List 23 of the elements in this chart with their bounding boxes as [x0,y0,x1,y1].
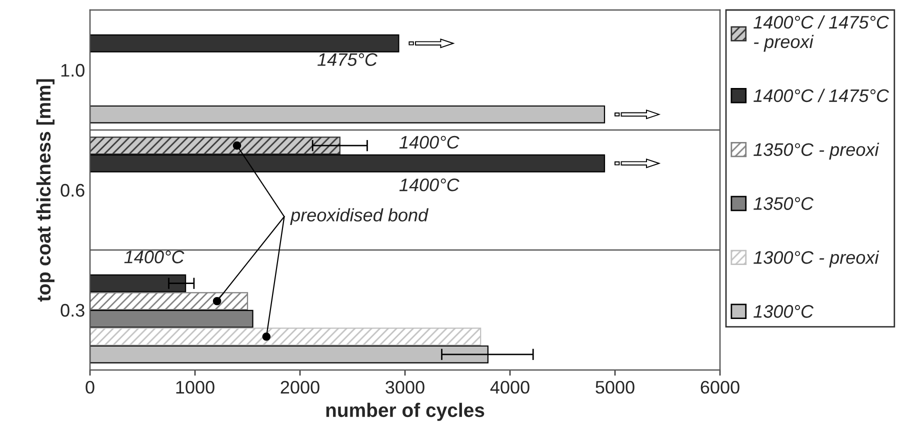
x-tick-label: 0 [86,380,94,394]
annotation: 1400°C [399,136,460,149]
annotation: 1400°C [399,178,460,192]
y-tick-label: 1.0 [61,64,84,77]
legend-label: 1300°C - preoxi [754,250,880,268]
x-tick-label: 5000 [596,380,634,394]
legend-label: 1300°C [754,305,814,318]
legend-label: 1400°C / 1475°C - preoxi [754,15,890,52]
y-tick-label: 0.6 [60,184,84,197]
y-tick-label: 0.3 [60,304,84,317]
x-tick-label: 6000 [700,380,740,394]
x-tick-label: 3000 [386,380,424,394]
x-axis-title: number of cycles [326,402,484,421]
x-tick-label: 4000 [490,380,530,394]
legend-label: 1350°C - preoxi [754,142,880,160]
x-tick-label: 1000 [176,380,214,394]
legend-label: 1400°C / 1475°C [754,88,890,102]
annotation: 1400°C [124,250,184,264]
annotation: preoxidised bond [290,208,429,226]
y-axis-title: top coat thickness [mm] [36,79,54,302]
legend-label: 1350°C [754,197,814,210]
x-tick-label: 2000 [280,380,320,394]
annotation: 1475°C [318,53,378,66]
